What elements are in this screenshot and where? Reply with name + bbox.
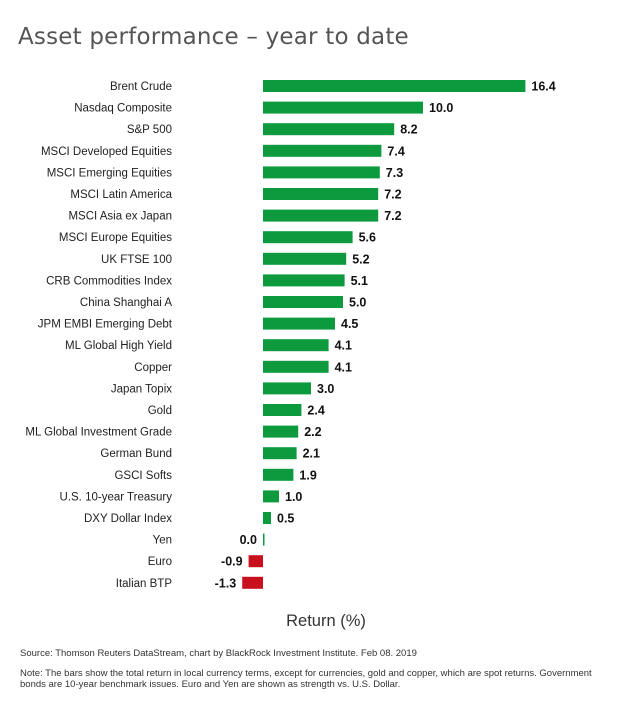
category-label: U.S. 10-year Treasury xyxy=(60,491,173,503)
value-label: 0.5 xyxy=(277,512,294,526)
bar xyxy=(263,447,297,460)
bar xyxy=(263,188,379,200)
bar xyxy=(263,533,265,546)
category-label: German Bund xyxy=(100,448,172,460)
bar xyxy=(263,80,526,92)
bar xyxy=(263,360,329,373)
value-label: 8.2 xyxy=(400,123,417,137)
bar xyxy=(263,144,382,157)
bar xyxy=(263,382,311,395)
value-label: 5.6 xyxy=(359,231,376,245)
bar xyxy=(263,512,271,524)
bar xyxy=(263,166,380,179)
category-label: MSCI Asia ex Japan xyxy=(68,211,172,223)
category-label: Nasdaq Composite xyxy=(74,103,172,115)
category-label: JPM EMBI Emerging Debt xyxy=(38,319,173,331)
category-label: China Shanghai A xyxy=(80,297,172,309)
bar xyxy=(263,339,329,352)
bar xyxy=(242,576,263,589)
value-label: 7.2 xyxy=(384,209,401,223)
bar xyxy=(248,555,263,568)
value-label: 4.5 xyxy=(341,317,358,331)
source-note: Source: Thomson Reuters DataStream, char… xyxy=(20,648,417,659)
footnote: Note: The bars show the total return in … xyxy=(20,668,592,690)
value-label: 0.0 xyxy=(240,533,257,547)
value-label: -1.3 xyxy=(215,576,237,590)
category-label: Gold xyxy=(148,405,172,417)
bar xyxy=(263,468,294,481)
category-label: Yen xyxy=(153,535,172,547)
category-label: Italian BTP xyxy=(116,578,173,590)
bar-chart: Brent Crude 16.4 Nasdaq Composite 10.0 S&P 5… xyxy=(25,80,555,631)
category-label: Japan Topix xyxy=(111,383,172,395)
value-label: 2.4 xyxy=(307,404,324,418)
category-label: MSCI Developed Equities xyxy=(41,146,172,158)
value-label: 16.4 xyxy=(531,80,555,94)
value-label: 7.2 xyxy=(384,188,401,202)
bar xyxy=(263,123,395,136)
bar xyxy=(263,101,423,114)
bar xyxy=(263,209,379,222)
category-label: Brent Crude xyxy=(110,81,172,93)
value-label: 2.1 xyxy=(303,447,320,461)
category-label: MSCI Europe Equities xyxy=(59,232,172,244)
category-label: ML Global Investment Grade xyxy=(25,427,172,439)
value-label: 7.4 xyxy=(387,144,404,158)
bar xyxy=(263,274,345,287)
value-label: 5.0 xyxy=(349,296,366,310)
category-label: UK FTSE 100 xyxy=(101,254,172,266)
value-label: 2.2 xyxy=(304,425,321,439)
category-label: MSCI Latin America xyxy=(70,189,172,201)
value-label: -0.9 xyxy=(221,555,243,569)
bar xyxy=(263,252,347,265)
value-label: 1.0 xyxy=(285,490,302,504)
value-label: 4.1 xyxy=(335,360,352,374)
value-label: 5.2 xyxy=(352,252,369,266)
chart-title: Asset performance – year to date xyxy=(18,24,409,50)
bar xyxy=(263,317,335,330)
x-axis-label: Return (%) xyxy=(286,612,366,630)
category-label: CRB Commodities Index xyxy=(46,275,172,287)
value-label: 4.1 xyxy=(335,339,352,353)
value-label: 10.0 xyxy=(429,101,453,115)
category-label: MSCI Emerging Equities xyxy=(47,167,173,179)
bar xyxy=(263,296,343,308)
category-label: Copper xyxy=(134,362,172,374)
category-label: GSCI Softs xyxy=(114,470,172,482)
category-label: S&P 500 xyxy=(127,124,172,136)
category-label: ML Global High Yield xyxy=(65,340,172,352)
value-label: 1.9 xyxy=(299,468,316,482)
category-label: Euro xyxy=(148,556,172,568)
bar xyxy=(263,490,279,503)
value-label: 5.1 xyxy=(351,274,368,288)
value-label: 7.3 xyxy=(386,166,403,180)
category-label: DXY Dollar Index xyxy=(84,513,172,525)
bar xyxy=(263,404,302,416)
bar xyxy=(263,231,353,244)
value-label: 3.0 xyxy=(317,382,334,396)
bar xyxy=(263,425,299,438)
